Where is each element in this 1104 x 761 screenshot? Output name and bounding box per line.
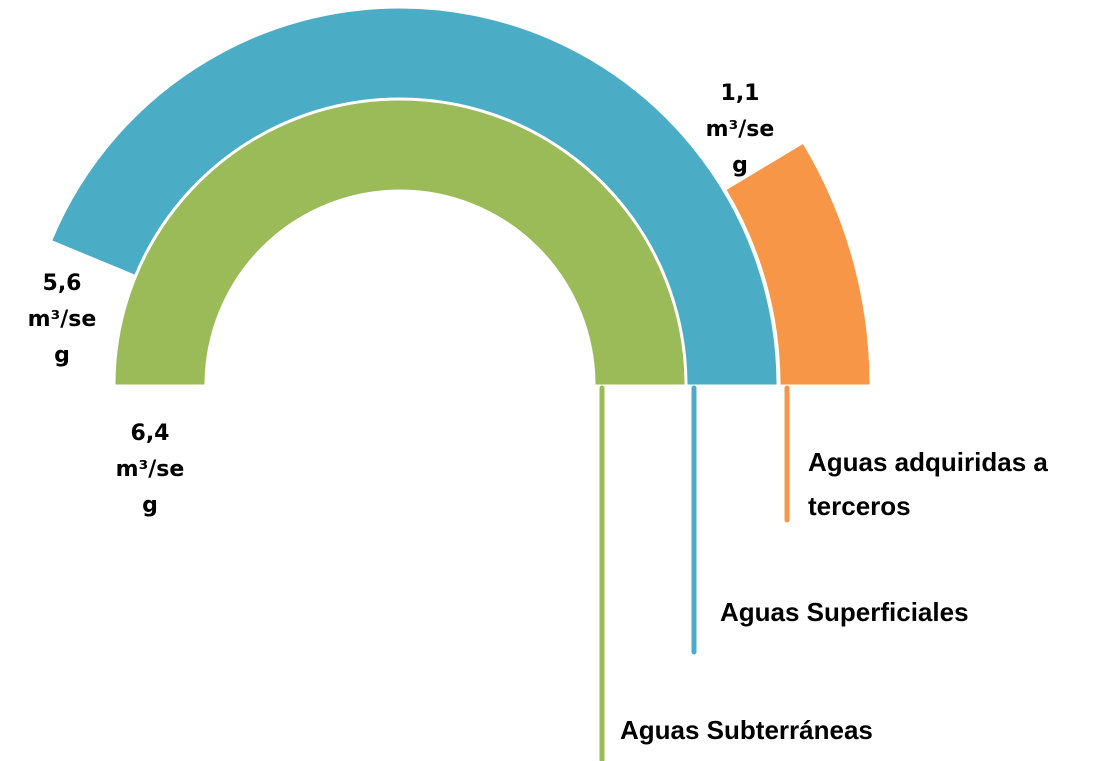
ring-bar [114, 99, 686, 386]
value-label: 1,1 m³/seg [705, 81, 775, 178]
ring-bar [725, 142, 871, 386]
category-label: Aguas Superficiales [720, 597, 969, 627]
ring-bar [51, 7, 778, 386]
value-label: 6,4 m³/seg [115, 421, 185, 518]
category-label: Aguas Subterráneas [620, 715, 873, 745]
category-label: Aguas adquiridas a terceros [808, 447, 1048, 521]
value-label: 5,6 m³/seg [27, 271, 97, 368]
